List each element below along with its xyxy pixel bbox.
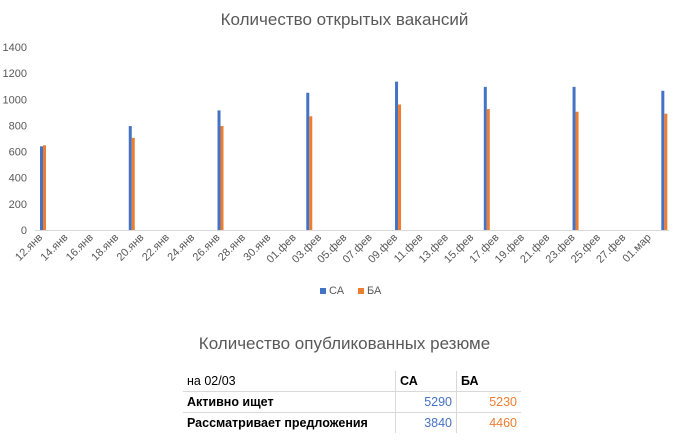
bar-ba bbox=[664, 113, 668, 230]
x-tick-label: 28.янв bbox=[216, 232, 248, 264]
table-row: Рассматривает предложения 3840 4460 bbox=[183, 412, 521, 433]
bar-ca bbox=[40, 146, 43, 230]
x-tick-label: 26.янв bbox=[191, 232, 223, 264]
row-value-ba: 5230 bbox=[456, 391, 521, 413]
y-tick-label: 1400 bbox=[3, 42, 27, 54]
x-tick-label: 01.мар bbox=[620, 232, 653, 265]
x-tick-label: 22.янв bbox=[140, 232, 172, 264]
bar-ba bbox=[486, 109, 490, 230]
x-tick-label: 14.янв bbox=[39, 232, 71, 264]
x-tick-label: 20.янв bbox=[115, 232, 147, 264]
x-tick-label: 24.янв bbox=[165, 232, 197, 264]
bar-ba bbox=[131, 137, 135, 230]
bar-ca bbox=[661, 90, 665, 231]
table-row: Активно ищет 5290 5230 bbox=[183, 391, 521, 413]
x-tick-label: 16.янв bbox=[64, 232, 96, 264]
y-tick-label: 400 bbox=[9, 173, 27, 185]
table-header-label: на 02/03 bbox=[183, 371, 396, 392]
legend-label-ca: СА bbox=[329, 285, 345, 297]
table-header-ca: СА bbox=[395, 371, 457, 392]
chart-title: Количество открытых вакансий bbox=[220, 10, 469, 29]
bar-ba bbox=[43, 145, 46, 230]
bar-ca bbox=[128, 126, 132, 230]
vacancies-chart: 0 200 400 600 800 1000 1200 1400 12.янв14.янв16.… bbox=[3, 42, 669, 297]
row-value-ca: 5290 bbox=[395, 391, 457, 413]
table-header-ba: БА bbox=[456, 371, 521, 392]
y-tick-label: 0 bbox=[21, 225, 27, 237]
y-tick-label: 800 bbox=[9, 120, 27, 132]
bar-ca bbox=[395, 81, 399, 230]
y-tick-label: 600 bbox=[9, 147, 27, 159]
table-header-row: на 02/03 СА БА bbox=[183, 371, 521, 392]
bar-ba bbox=[575, 111, 579, 230]
bar-ca bbox=[217, 110, 221, 230]
row-label: Рассматривает предложения bbox=[187, 416, 368, 430]
resume-title: Количество опубликованных резюме bbox=[198, 334, 491, 353]
row-value-ca: 3840 bbox=[395, 412, 457, 433]
y-tick-label: 1000 bbox=[3, 94, 27, 106]
x-tick-label: 12.янв bbox=[13, 232, 45, 264]
bar-ca bbox=[483, 86, 487, 230]
bar-ba bbox=[309, 116, 313, 230]
row-label: Активно ищет bbox=[183, 391, 396, 413]
y-tick-label: 1200 bbox=[3, 68, 27, 80]
bar-ba bbox=[220, 126, 224, 230]
legend-label-ba: БА bbox=[367, 285, 382, 297]
legend-swatch-ca bbox=[320, 288, 326, 294]
legend-swatch-ba bbox=[358, 288, 364, 294]
y-tick-label: 200 bbox=[9, 199, 27, 211]
resume-table: на 02/03 СА БА Активно ищет 5290 5230 Ра… bbox=[183, 371, 521, 433]
bar-ca bbox=[572, 86, 576, 230]
x-tick-label: 18.янв bbox=[89, 232, 121, 264]
row-value-ba: 4460 bbox=[456, 412, 521, 433]
bar-ba bbox=[398, 104, 402, 230]
bar-ca bbox=[306, 92, 310, 230]
